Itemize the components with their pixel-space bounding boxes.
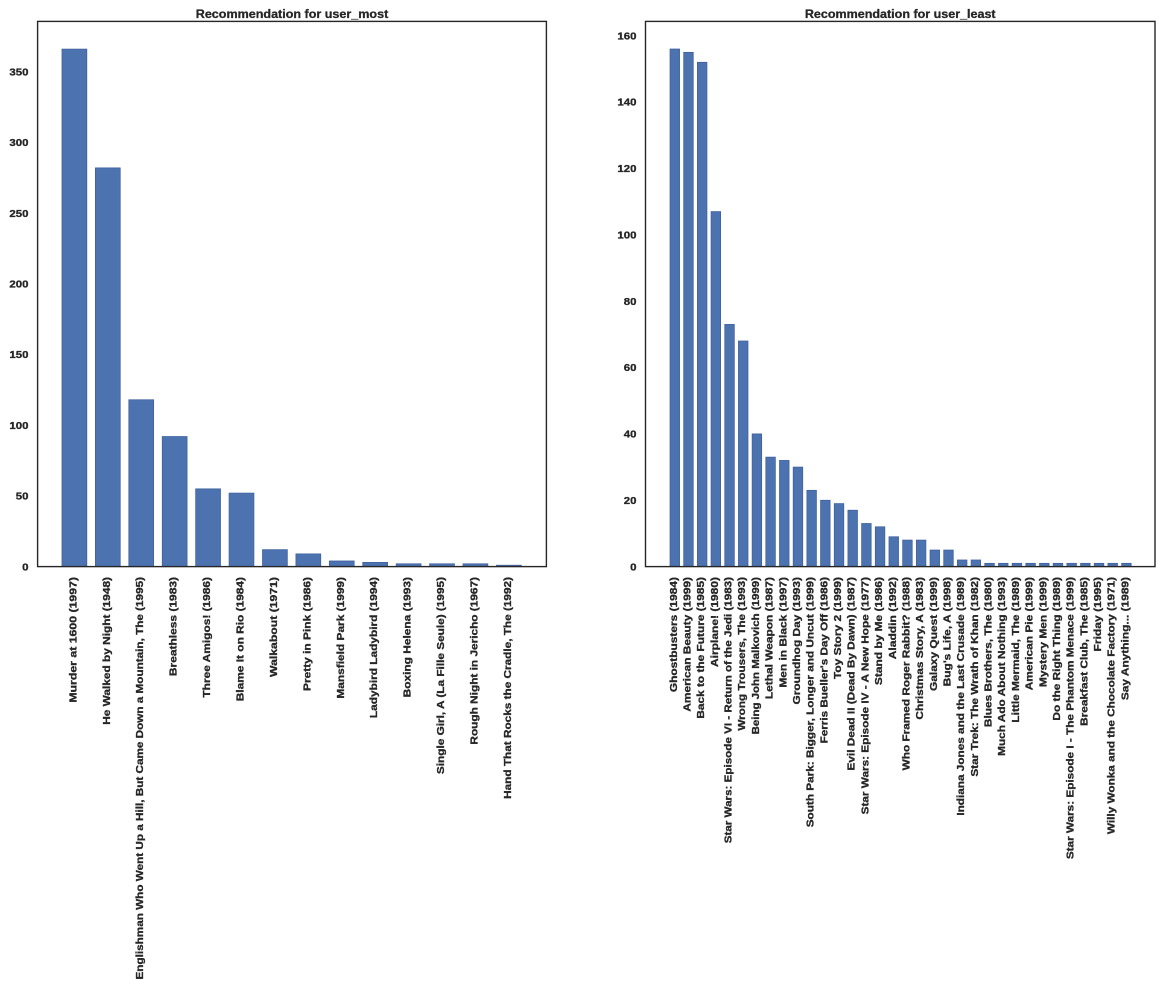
svg-text:American Pie (1999): American Pie (1999) xyxy=(1025,577,1036,690)
svg-text:Star Wars: Episode IV - A New: Star Wars: Episode IV - A New Hope (1977… xyxy=(860,577,871,814)
svg-text:Murder at 1600 (1997): Murder at 1600 (1997) xyxy=(68,577,79,703)
svg-text:Three Amigos! (1986): Three Amigos! (1986) xyxy=(202,577,213,698)
svg-text:Who Framed Roger Rabbit? (1988: Who Framed Roger Rabbit? (1988) xyxy=(901,577,912,770)
svg-text:Back to the Future (1985): Back to the Future (1985) xyxy=(696,577,707,719)
svg-text:80: 80 xyxy=(624,297,637,308)
svg-text:350: 350 xyxy=(9,67,29,78)
svg-text:120: 120 xyxy=(617,164,637,175)
svg-text:Mansfield Park (1999): Mansfield Park (1999) xyxy=(336,577,347,699)
svg-text:300: 300 xyxy=(9,138,29,149)
svg-text:Star Wars: Episode I - The Pha: Star Wars: Episode I - The Phantom Menac… xyxy=(1066,577,1077,859)
svg-text:Ghostbusters (1984): Ghostbusters (1984) xyxy=(669,577,680,692)
svg-text:Walkabout (1971): Walkabout (1971) xyxy=(269,577,280,677)
svg-text:Being John Malkovich (1999): Being John Malkovich (1999) xyxy=(751,577,762,734)
svg-text:Recommendation for user_most: Recommendation for user_most xyxy=(196,7,389,21)
svg-text:Bug's Life, A (1998): Bug's Life, A (1998) xyxy=(943,577,954,686)
svg-text:Evil Dead II (Dead By Dawn) (1: Evil Dead II (Dead By Dawn) (1987) xyxy=(847,577,858,771)
svg-text:Aladdin (1992): Aladdin (1992) xyxy=(888,577,899,659)
svg-text:Lethal Weapon (1987): Lethal Weapon (1987) xyxy=(765,577,776,699)
svg-text:250: 250 xyxy=(9,209,29,220)
svg-text:100: 100 xyxy=(9,421,29,432)
svg-text:Single Girl, A (La Fille Seule: Single Girl, A (La Fille Seule) (1995) xyxy=(436,577,447,774)
svg-text:Christmas Story, A (1983): Christmas Story, A (1983) xyxy=(915,577,926,720)
svg-text:Airplane! (1980): Airplane! (1980) xyxy=(710,577,721,667)
svg-text:60: 60 xyxy=(624,363,637,374)
svg-text:20: 20 xyxy=(624,496,637,507)
svg-text:160: 160 xyxy=(617,31,637,42)
svg-text:Stand by Me (1986): Stand by Me (1986) xyxy=(874,577,885,685)
svg-text:Little Mermaid, The (1989): Little Mermaid, The (1989) xyxy=(1011,577,1022,723)
svg-text:Do the Right Thing (1989): Do the Right Thing (1989) xyxy=(1052,577,1063,721)
svg-text:100: 100 xyxy=(617,230,637,241)
svg-text:Pretty in Pink (1986): Pretty in Pink (1986) xyxy=(302,577,313,691)
svg-text:Breakfast Club, The (1985): Breakfast Club, The (1985) xyxy=(1079,577,1090,726)
svg-text:Rough Night in Jericho (1967): Rough Night in Jericho (1967) xyxy=(469,577,480,745)
svg-text:Wrong Trousers, The (1993): Wrong Trousers, The (1993) xyxy=(737,577,748,731)
svg-text:Blame It on Rio (1984): Blame It on Rio (1984) xyxy=(236,577,247,701)
svg-text:Blues Brothers, The (1980): Blues Brothers, The (1980) xyxy=(984,577,995,727)
svg-text:Much Ado About Nothing (1993): Much Ado About Nothing (1993) xyxy=(997,577,1008,756)
svg-text:Ladybird Ladybird (1994): Ladybird Ladybird (1994) xyxy=(369,577,380,718)
svg-text:Englishman Who Went Up a Hill,: Englishman Who Went Up a Hill, But Came … xyxy=(135,577,146,980)
svg-text:Friday (1995): Friday (1995) xyxy=(1093,577,1104,652)
svg-text:40: 40 xyxy=(624,430,637,441)
svg-text:Groundhog Day (1993): Groundhog Day (1993) xyxy=(792,577,803,705)
svg-text:Say Anything... (1989): Say Anything... (1989) xyxy=(1120,577,1131,700)
svg-text:140: 140 xyxy=(617,98,637,109)
svg-text:Willy Wonka and the Chocolate: Willy Wonka and the Chocolate Factory (1… xyxy=(1107,577,1118,834)
svg-text:South Park: Bigger, Longer and: South Park: Bigger, Longer and Uncut (19… xyxy=(806,577,817,827)
svg-text:Indiana Jones and the Last Cru: Indiana Jones and the Last Crusade (1989… xyxy=(956,577,967,816)
svg-text:200: 200 xyxy=(9,279,29,290)
svg-text:Mystery Men (1999): Mystery Men (1999) xyxy=(1038,577,1049,687)
svg-text:Star Trek: The Wrath of Khan (: Star Trek: The Wrath of Khan (1982) xyxy=(970,577,981,777)
svg-text:Galaxy Quest (1999): Galaxy Quest (1999) xyxy=(929,577,940,691)
svg-text:Toy Story 2 (1999): Toy Story 2 (1999) xyxy=(833,577,844,679)
svg-text:150: 150 xyxy=(9,350,29,361)
svg-text:Recommendation for user_least: Recommendation for user_least xyxy=(805,7,996,21)
svg-text:He Walked by Night (1948): He Walked by Night (1948) xyxy=(102,577,113,725)
svg-text:0: 0 xyxy=(630,562,637,573)
svg-text:Breathless (1983): Breathless (1983) xyxy=(169,577,180,676)
svg-text:Star Wars: Episode VI - Return: Star Wars: Episode VI - Return of the Je… xyxy=(724,577,735,843)
svg-text:Boxing Helena (1993): Boxing Helena (1993) xyxy=(403,577,414,697)
svg-text:Ferris Bueller's Day Off (1986: Ferris Bueller's Day Off (1986) xyxy=(819,577,830,743)
svg-text:Men in Black (1997): Men in Black (1997) xyxy=(778,577,789,688)
svg-text:0: 0 xyxy=(22,562,29,573)
svg-text:50: 50 xyxy=(16,492,29,503)
svg-text:American Beauty (1999): American Beauty (1999) xyxy=(682,577,693,712)
svg-text:Hand That Rocks the Cradle, Th: Hand That Rocks the Cradle, The (1992) xyxy=(503,577,514,799)
